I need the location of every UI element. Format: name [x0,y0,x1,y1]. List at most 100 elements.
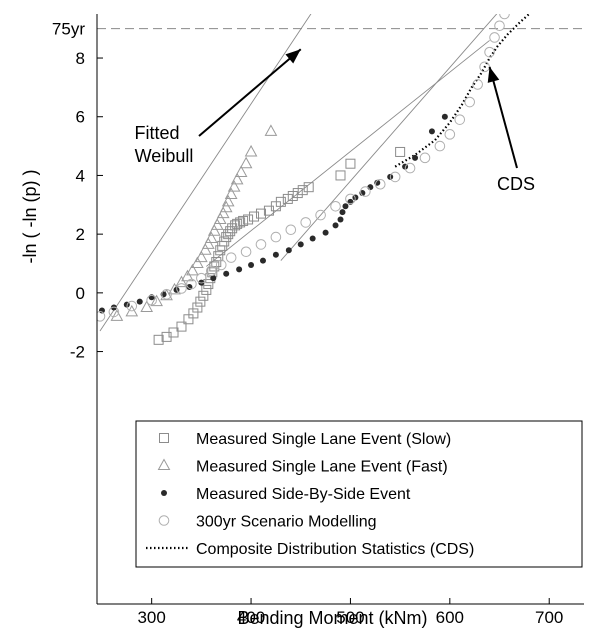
point-measured-single-lane-event-fast [195,250,208,263]
point-measured-single-lane-event-fast [264,124,278,136]
y-tick-label: 6 [76,108,85,127]
x-tick-label: 500 [336,608,364,627]
point-300yr-scenario-modelling [374,178,386,190]
point-300yr-scenario-modelling [186,278,197,290]
point-measured-side-by-side-event [428,128,435,135]
point-300yr-scenario-modelling [489,32,500,43]
point-measured-single-lane-event-fast [207,224,221,236]
line-fitted-weibull-slow [206,40,490,267]
legend-swatch-measured-side-by-side-event [161,490,167,496]
point-300yr-scenario-modelling [225,252,237,263]
point-measured-single-lane-event-slow [153,334,164,345]
legend-swatch-measured-single-lane-event-slow [159,433,169,443]
point-300yr-scenario-modelling [146,294,157,306]
point-300yr-scenario-modelling [389,171,401,183]
point-measured-single-lane-event-slow [192,302,203,313]
point-measured-single-lane-event-slow [221,232,232,243]
point-measured-single-lane-event-slow [275,196,286,207]
point-measured-single-lane-event-fast [244,144,258,157]
point-300yr-scenario-modelling [479,61,490,73]
point-measured-single-lane-event-slow [168,327,179,338]
point-measured-single-lane-event-fast [140,300,154,313]
point-300yr-scenario-modelling [454,114,466,125]
point-measured-single-lane-event-fast [213,212,227,224]
legend-label-measured-side-by-side-event: Measured Side-By-Side Event [196,486,411,503]
point-300yr-scenario-modelling [255,239,267,250]
legend-box [135,420,583,568]
legend-swatch-300yr-scenario-modelling [158,515,170,526]
data-points [97,14,510,345]
point-measured-side-by-side-event [259,257,266,264]
point-300yr-scenario-modelling [345,193,356,205]
legend: Measured Single Lane Event (Slow) Measure… [135,420,583,568]
x-tick-label: 700 [535,608,563,627]
point-measured-single-lane-event-slow [223,229,234,240]
point-measured-single-lane-event-fast [227,180,241,192]
point-measured-side-by-side-event [210,275,217,282]
reference-line-label: 75yr [52,20,85,39]
point-measured-single-lane-event-slow [232,218,243,229]
point-300yr-scenario-modelling [330,200,341,212]
point-300yr-scenario-modelling [464,96,476,108]
point-measured-side-by-side-event [441,113,448,120]
cds-arrow-head [487,66,500,83]
point-300yr-scenario-modelling [300,217,312,228]
point-measured-side-by-side-event [272,251,279,258]
point-measured-single-lane-event-fast [224,187,238,200]
point-300yr-scenario-modelling [161,289,172,300]
fit-lines [99,14,531,332]
point-measured-single-lane-event-fast [239,156,253,169]
point-300yr-scenario-modelling [97,311,106,322]
annotation-cds: CDS [497,174,535,194]
fitted-weibull-arrow-shaft [198,48,302,137]
point-measured-single-lane-event-fast [219,200,233,213]
point-300yr-scenario-modelling [205,265,217,277]
point-300yr-scenario-modelling [240,246,252,258]
point-measured-single-lane-event-slow [395,146,406,157]
point-measured-side-by-side-event [248,261,255,268]
point-measured-side-by-side-event [297,241,304,248]
point-measured-single-lane-event-slow [297,185,308,196]
fitted-weibull-arrow-head [285,49,301,64]
point-measured-side-by-side-event [337,216,344,223]
point-measured-single-lane-event-fast [204,231,218,244]
point-measured-single-lane-event-fast [186,263,199,276]
point-measured-side-by-side-event [236,266,243,273]
point-measured-side-by-side-event [332,222,339,229]
point-measured-single-lane-event-fast [216,206,230,219]
point-300yr-scenario-modelling [404,162,416,174]
point-measured-single-lane-event-slow [176,321,187,332]
point-measured-side-by-side-event [98,307,105,314]
point-300yr-scenario-modelling [499,14,510,20]
axes: 75yr 300 400 500 600 700 -2 0 2 4 6 8 Bending Moment… [20,14,584,628]
point-measured-side-by-side-event [285,247,292,254]
point-300yr-scenario-modelling [472,79,483,90]
point-300yr-scenario-modelling [434,140,446,152]
point-measured-single-lane-event-slow [249,211,260,222]
point-measured-single-lane-event-fast [125,304,139,317]
point-measured-single-lane-event-slow [195,296,206,307]
point-measured-single-lane-event-slow [345,158,356,169]
y-tick-label: 4 [76,166,85,185]
point-measured-single-lane-event-fast [210,218,224,230]
point-300yr-scenario-modelling [360,186,371,197]
line-fitted-weibull-fast [99,14,312,332]
x-tick-label: 400 [237,608,265,627]
annotations: Fitted Weibull CDS [134,48,535,194]
point-300yr-scenario-modelling [176,283,187,294]
point-300yr-scenario-modelling [285,224,297,236]
point-measured-single-lane-event-slow [303,182,314,193]
point-measured-side-by-side-event [136,298,143,305]
point-300yr-scenario-modelling [126,300,138,312]
point-measured-side-by-side-event [223,270,230,277]
y-axis-label: -ln ( -ln (p) ) [20,170,40,264]
point-measured-single-lane-event-fast [234,165,248,178]
y-tick-label: 0 [76,284,85,303]
point-300yr-scenario-modelling [494,20,505,32]
point-300yr-scenario-modelling [419,152,431,164]
point-measured-single-lane-event-slow [201,284,212,295]
point-300yr-scenario-modelling [215,259,227,271]
annotation-fitted-weibull-line1: Fitted [134,123,179,143]
y-tick-label: 2 [76,225,85,244]
